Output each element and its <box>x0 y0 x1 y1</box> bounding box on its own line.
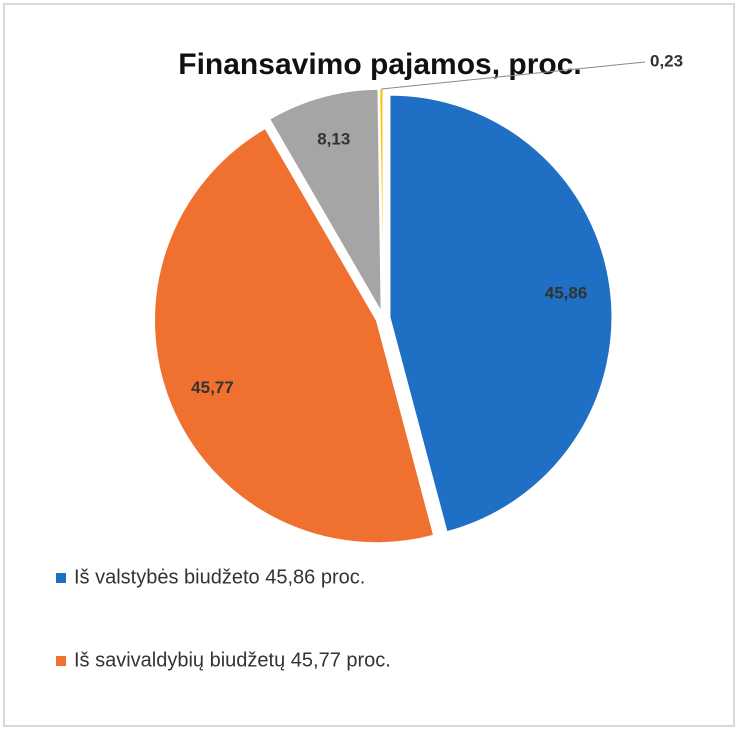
data-label: 0,23 <box>650 51 683 70</box>
data-label: 45,77 <box>191 378 234 397</box>
data-label: 45,86 <box>545 284 588 303</box>
chart-title: Finansavimo pajamos, proc. <box>178 48 581 81</box>
pie-slice <box>154 127 435 544</box>
legend-label: Iš valstybės biudžeto 45,86 proc. <box>74 566 365 588</box>
legend-swatch <box>56 573 66 583</box>
data-label: 8,13 <box>317 130 350 149</box>
legend-label: Iš savivaldybių biudžetų 45,77 proc. <box>74 649 391 671</box>
leader-line <box>381 61 646 90</box>
pie-slice <box>389 94 613 533</box>
pie-slice <box>269 88 382 314</box>
legend-swatch <box>56 656 66 666</box>
